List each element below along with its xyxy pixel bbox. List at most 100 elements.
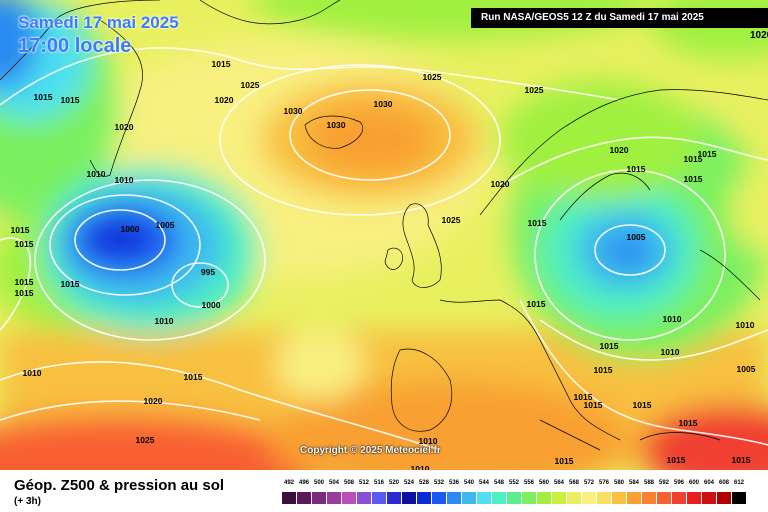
isobar-label: 1015	[684, 154, 703, 164]
legend-swatch	[642, 492, 656, 504]
isobar-label: 1000	[121, 224, 140, 234]
isobar-label: 1025	[241, 80, 260, 90]
isobar-label: 1015	[61, 279, 80, 289]
legend-label: 516	[373, 480, 384, 486]
legend-label: 520	[388, 480, 399, 486]
run-info: Run NASA/GEOS5 12 Z du Samedi 17 mai 202…	[471, 8, 768, 28]
legend-swatch	[522, 492, 536, 504]
isobar-label: 1010	[419, 436, 438, 446]
legend-label: 564	[553, 480, 564, 486]
isobar-label: 1025	[423, 72, 442, 82]
legend-label: 576	[598, 480, 609, 486]
legend-swatch	[297, 492, 311, 504]
legend-swatch	[357, 492, 371, 504]
isobar-label: 1020	[115, 122, 134, 132]
footer: Géop. Z500 & pression au sol (+ 3h) 492 4…	[0, 470, 768, 512]
copyright: Copyright © 2025 Meteociel.fr	[300, 445, 441, 456]
isobar-label: 1015	[627, 164, 646, 174]
legend-label: 596	[673, 480, 684, 486]
isobar-label: 1010	[663, 314, 682, 324]
legend-swatch	[687, 492, 701, 504]
isobar-label: 1015	[584, 400, 603, 410]
legend-label: 600	[688, 480, 699, 486]
legend-label: 536	[448, 480, 459, 486]
legend-label: 608	[718, 480, 729, 486]
coastlines	[0, 0, 768, 451]
legend-swatch	[732, 492, 746, 504]
isobar-label: 1005	[156, 220, 175, 230]
legend-swatch	[717, 492, 731, 504]
isobar-label: 1010	[155, 316, 174, 326]
legend-swatch	[567, 492, 581, 504]
isobar-label: 1030	[374, 99, 393, 109]
isobar-label: 1015	[11, 225, 30, 235]
legend-label: 524	[403, 480, 414, 486]
isobar-label: 1015	[698, 149, 717, 159]
isobar-label: 1015	[15, 277, 34, 287]
legend-swatch	[537, 492, 551, 504]
legend-swatch	[657, 492, 671, 504]
legend-swatch	[402, 492, 416, 504]
forecast-time: 17:00 locale	[18, 35, 132, 57]
isobar-label: 1010	[736, 320, 755, 330]
isobar-label: 1010	[115, 175, 134, 185]
isobar-label-edge: 1020	[750, 30, 768, 41]
legend-label: 556	[523, 480, 534, 486]
isobar-label: 1010	[661, 347, 680, 357]
legend-swatch	[477, 492, 491, 504]
legend-swatch	[582, 492, 596, 504]
isobar-label: 1015	[679, 418, 698, 428]
isobar-label: 1030	[327, 120, 346, 130]
isobar-label: 1015	[555, 456, 574, 466]
legend-label: 568	[568, 480, 579, 486]
legend-label: 492	[283, 480, 294, 486]
isobar-label: 1020	[144, 396, 163, 406]
legend-label: 588	[643, 480, 654, 486]
legend-label: 612	[733, 480, 744, 486]
legend-label: 540	[463, 480, 474, 486]
weather-map: 1015 1015 1015 1020 1025 1020 1025 1025 1030 1030…	[0, 0, 768, 470]
isobar-label: 1015	[667, 455, 686, 465]
color-legend: 492 496 500 504 508 512 516 520 524 528 532 536 540 5…	[282, 480, 752, 504]
map-subtitle: (+ 3h)	[14, 496, 41, 507]
legend-label: 496	[298, 480, 309, 486]
isobar-label: 1015	[34, 92, 53, 102]
legend-label: 500	[313, 480, 324, 486]
map-title: Géop. Z500 & pression au sol	[14, 477, 225, 494]
isobar-label: 1015	[15, 288, 34, 298]
isobar-label: 1015	[574, 392, 593, 402]
legend-label: 528	[418, 480, 429, 486]
legend-swatch	[447, 492, 461, 504]
forecast-date: Samedi 17 mai 2025	[18, 13, 179, 32]
legend-label: 560	[538, 480, 549, 486]
legend-swatch	[597, 492, 611, 504]
legend-swatch	[507, 492, 521, 504]
isobar-label: 1005	[627, 232, 646, 242]
isobar-label: 1020	[215, 95, 234, 105]
legend-swatch	[282, 492, 296, 504]
legend-label: 592	[658, 480, 669, 486]
legend-swatch	[462, 492, 476, 504]
legend-swatch	[672, 492, 686, 504]
isobar-label: 995	[201, 267, 215, 277]
legend-swatch	[702, 492, 716, 504]
legend-label: 552	[508, 480, 519, 486]
isobar-label: 1015	[527, 299, 546, 309]
legend-swatch	[387, 492, 401, 504]
legend-label: 508	[343, 480, 354, 486]
legend-swatch	[327, 492, 341, 504]
legend-label: 580	[613, 480, 624, 486]
legend-swatch	[492, 492, 506, 504]
isobar-label: 1015	[600, 341, 619, 351]
legend-bar	[282, 492, 752, 504]
isobar-label: 1025	[136, 435, 155, 445]
legend-label: 584	[628, 480, 639, 486]
isobar-label: 1020	[491, 179, 510, 189]
legend-label: 544	[478, 480, 489, 486]
legend-label: 512	[358, 480, 369, 486]
isobar-label: 1015	[528, 218, 547, 228]
legend-swatch	[552, 492, 566, 504]
legend-swatch	[372, 492, 386, 504]
legend-swatch	[432, 492, 446, 504]
